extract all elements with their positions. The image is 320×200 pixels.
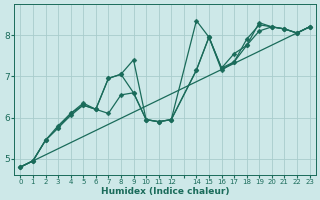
X-axis label: Humidex (Indice chaleur): Humidex (Indice chaleur): [101, 187, 229, 196]
